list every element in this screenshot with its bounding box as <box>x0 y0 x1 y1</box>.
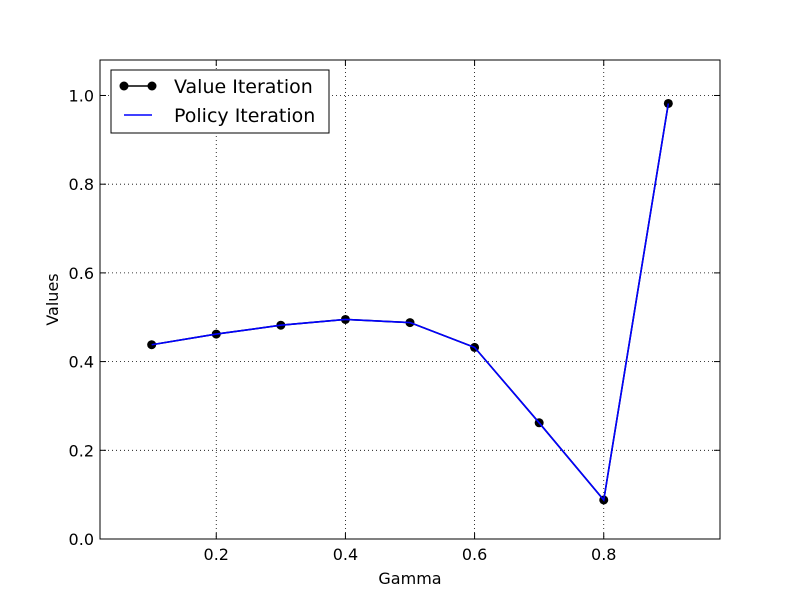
y-tick-label: 0.2 <box>69 441 94 460</box>
axis-ticks: 0.2 0.4 0.6 0.8 0.0 0.2 0.4 0.6 0.8 1.0 <box>69 60 720 564</box>
legend: Value Iteration Policy Iteration <box>110 69 330 134</box>
y-tick-label: 1.0 <box>69 86 94 105</box>
y-tick-label: 0.8 <box>69 175 94 194</box>
y-tick-label: 0.4 <box>69 353 94 372</box>
legend-entry-policy-iteration: Policy Iteration <box>124 105 315 127</box>
legend-label-policy-iteration: Policy Iteration <box>174 105 315 127</box>
x-tick-label: 0.8 <box>591 545 616 564</box>
x-tick-label: 0.6 <box>462 545 487 564</box>
legend-entry-value-iteration: Value Iteration <box>119 76 313 98</box>
legend-box <box>110 69 330 134</box>
legend-label-value-iteration: Value Iteration <box>174 76 313 98</box>
series-line-value-iteration <box>151 103 670 502</box>
legend-marker-value-iteration <box>119 81 129 91</box>
y-axis-label: Values <box>43 273 62 325</box>
y-tick-label: 0.6 <box>69 264 94 283</box>
x-tick-label: 0.4 <box>333 545 358 564</box>
y-tick-label: 0.0 <box>69 530 94 549</box>
legend-marker-value-iteration <box>147 81 157 91</box>
x-axis-label: Gamma <box>378 569 441 588</box>
series-layer <box>147 98 673 505</box>
plot-frame <box>99 59 721 540</box>
series-line-policy-iteration <box>151 103 670 502</box>
x-tick-label: 0.2 <box>204 545 229 564</box>
